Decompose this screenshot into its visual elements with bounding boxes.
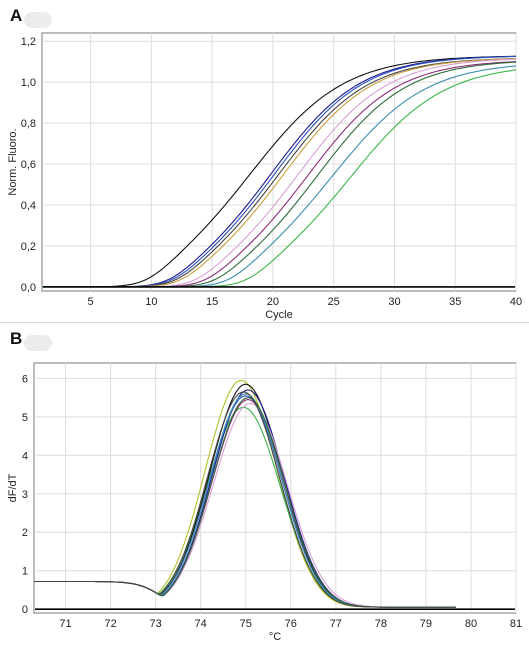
y-tick-label: 0: [22, 604, 28, 616]
y-tick-label: 0,6: [21, 159, 36, 171]
y-tick-label: 1: [22, 566, 28, 578]
y-tick-label: 4: [22, 450, 28, 462]
x-tick-label: 76: [285, 618, 297, 630]
panel-a: A 5 10 15 20 25 30 35 40 0,0 0,2 0,4 0,6 0,8 1,0 1,2 Cy…: [7, 6, 522, 321]
plot-area: [33, 362, 517, 614]
x-tick-label: 79: [420, 618, 432, 630]
plot-area: [41, 32, 517, 292]
x-tick-label: 35: [449, 296, 461, 308]
panel-divider: [0, 322, 529, 323]
y-tick-label: 0,2: [21, 241, 36, 253]
panel-a-letter: A: [10, 6, 23, 25]
x-axis-label: °C: [269, 631, 281, 643]
x-tick-label: 74: [195, 618, 207, 630]
y-axis-label: Norm. Fluoro.: [7, 128, 19, 195]
melt-curve-chart: 71 72 73 74 75 76 77 78 79 80 81 0 1 2 3 4 5 6 °C dF/dT: [7, 362, 522, 643]
y-tick-label: 0,0: [21, 282, 36, 294]
y-tick-label: 1,0: [21, 77, 36, 89]
series-line-0: [42, 55, 516, 288]
x-tick-label: 71: [59, 618, 71, 630]
x-axis-label: Cycle: [265, 309, 293, 321]
x-tick-label: 75: [240, 618, 252, 630]
y-tick-label: 0,8: [21, 118, 36, 130]
amplification-chart: 5 10 15 20 25 30 35 40 0,0 0,2 0,4 0,6 0,8 1,0 1,2 Cycl…: [7, 32, 522, 321]
series-line-9: [34, 391, 456, 608]
y-tick-label: 3: [22, 489, 28, 501]
y-tick-label: 5: [22, 412, 28, 424]
x-tick-label: 73: [150, 618, 162, 630]
x-tick-label: 25: [328, 296, 340, 308]
y-tick-label: 0,4: [21, 200, 36, 212]
y-axis-label: dF/dT: [7, 473, 19, 502]
x-tick-label: 78: [375, 618, 387, 630]
x-tick-label: 10: [145, 296, 157, 308]
x-tick-label: 81: [510, 618, 522, 630]
decorative-blob: [24, 335, 52, 351]
x-tick-label: 5: [88, 296, 94, 308]
x-tick-label: 77: [330, 618, 342, 630]
panel-b-letter: B: [10, 329, 23, 348]
y-tick-label: 6: [22, 373, 28, 385]
x-tick-label: 30: [388, 296, 400, 308]
x-tick-label: 40: [510, 296, 522, 308]
x-tick-label: 80: [465, 618, 477, 630]
x-tick-label: 72: [104, 618, 116, 630]
decorative-blob: [24, 12, 52, 28]
x-tick-label: 20: [267, 296, 279, 308]
y-tick-label: 1,2: [21, 36, 36, 48]
panel-b: B 71 72 73 74 75 76 77 78 79 80 81 0 1 2 3 4 5 6 °C dF/dT: [0, 323, 529, 646]
x-tick-label: 15: [206, 296, 218, 308]
y-tick-label: 2: [22, 527, 28, 539]
